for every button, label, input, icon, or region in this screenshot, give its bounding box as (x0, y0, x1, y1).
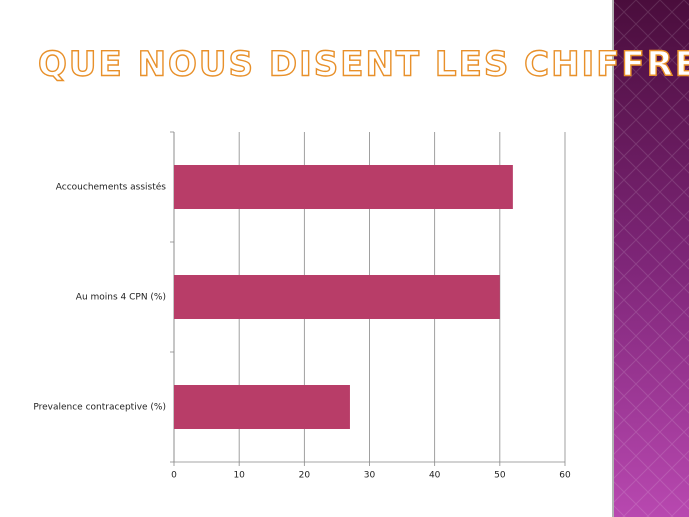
y-tick-label: Au moins 4 CPN (%) (76, 293, 166, 303)
y-tick-label: Prevalence contraceptive (%) (33, 403, 166, 413)
decor-pattern (614, 0, 689, 517)
bar (174, 275, 500, 319)
x-tick-label: 0 (171, 471, 177, 481)
slide-title: QUE NOUS DISENT LES CHIFFRES? (38, 45, 689, 85)
bar (174, 385, 350, 429)
bar (174, 165, 513, 209)
x-tick-label: 40 (429, 471, 441, 481)
y-tick-label: Accouchements assistés (56, 182, 167, 193)
x-tick-label: 30 (364, 471, 376, 481)
x-tick-label: 60 (559, 471, 571, 481)
x-tick-label: 50 (494, 471, 506, 481)
x-tick-label: 10 (233, 471, 245, 481)
x-tick-label: 20 (299, 471, 311, 481)
